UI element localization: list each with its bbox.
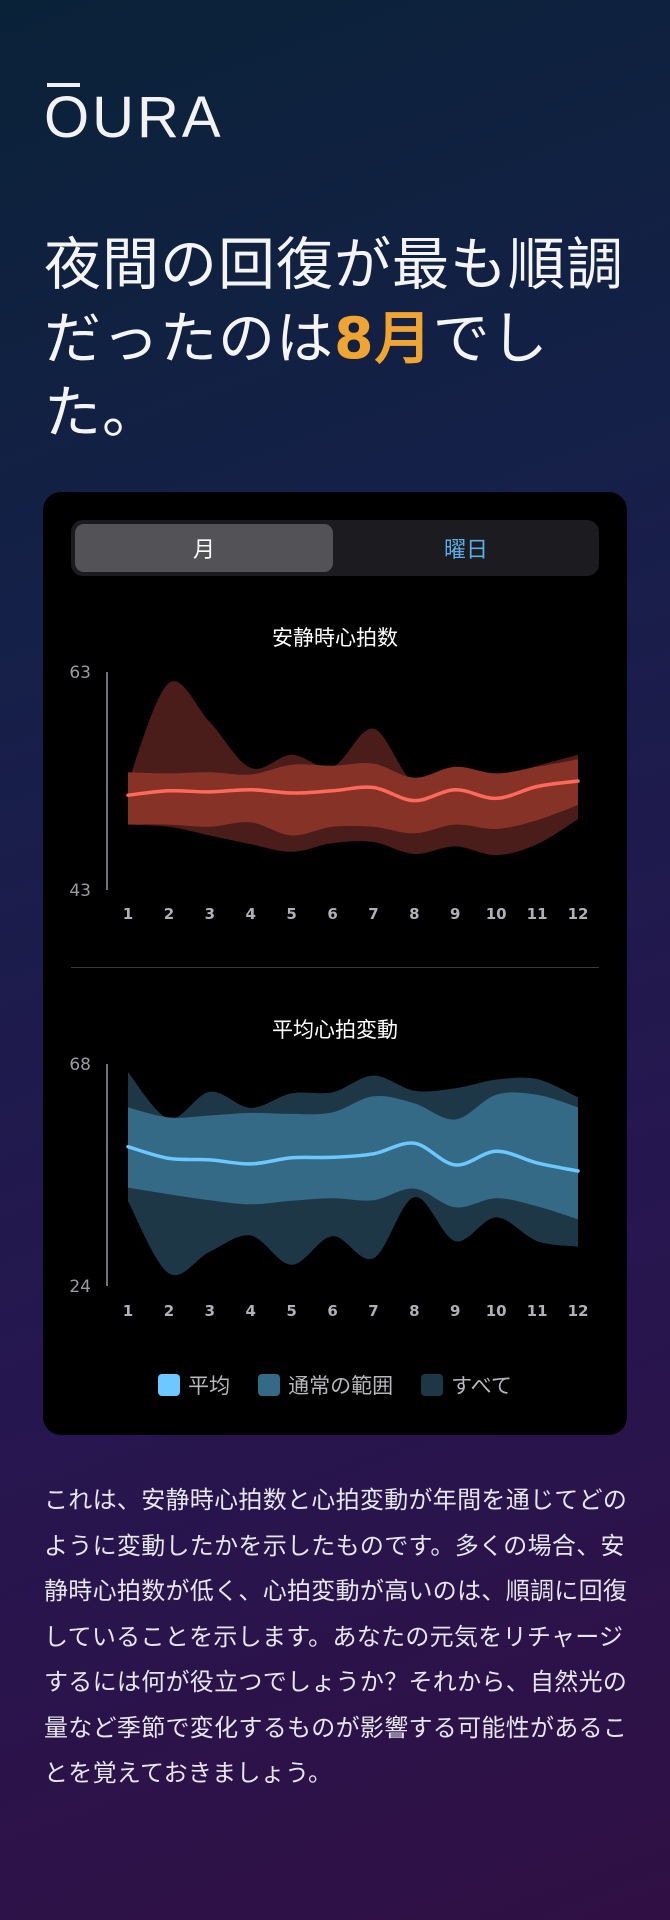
legend-swatch-normal-range [258,1374,281,1396]
tab-weekday[interactable]: 曜日 [443,538,488,563]
x-tick-label: 10 [486,905,507,922]
x-tick-label: 3 [205,1302,215,1320]
logo-macron [47,83,80,87]
legend-swatch-average [158,1374,181,1396]
headline: 夜間の回復が最も順調だったのは8月でした。 [44,228,644,450]
tab-month[interactable]: 月 [75,524,333,572]
legend-item-all: すべて [421,1370,512,1400]
x-tick-label: 1 [123,905,133,922]
x-tick-label: 2 [164,905,174,922]
headline-suffix: でした。 [44,306,549,446]
x-tick-label: 12 [568,1302,589,1320]
description-text: これは、安静時心拍数と心拍変動が年間を通じてどのように変動したかを示したものです… [44,1486,628,1787]
resting-hr-title: 安静時心拍数 [272,626,398,650]
x-tick-label: 10 [486,1302,507,1320]
x-tick-label: 11 [527,1302,548,1320]
y-tick-max: 63 [69,663,91,683]
x-tick-label: 9 [450,1302,460,1320]
x-tick-label: 8 [409,1302,419,1320]
x-tick-label: 6 [327,905,337,922]
x-tick-label: 5 [286,1302,296,1320]
legend-item-average: 平均 [158,1370,230,1400]
average-line [126,779,580,803]
x-tick-label: 7 [368,905,378,922]
legend-swatch-all [421,1374,444,1396]
x-tick-label: 7 [368,1302,378,1320]
oura-logo: OURA [44,85,224,150]
period-toggle: 月 曜日 [71,520,599,576]
x-tick-label: 9 [450,905,460,922]
x-tick-label: 4 [246,905,256,922]
y-tick-min: 24 [69,1277,91,1297]
x-tick-label: 5 [286,905,296,922]
chart-divider [71,967,599,968]
x-tick-label: 3 [205,905,215,922]
legend-item-normal-range: 通常の範囲 [258,1370,393,1400]
headline-prefix: 夜間の回復が最も順調だったのは [44,232,624,372]
x-tick-label: 2 [164,1302,174,1320]
headline-highlight: 8月 [334,306,433,372]
chart-legend: 平均 通常の範囲 すべて [43,1368,627,1402]
y-tick-max: 68 [69,1055,91,1075]
x-tick-label: 6 [327,1302,337,1320]
x-tick-label: 11 [527,905,548,922]
chart-card: 月 曜日 安静時心拍数 63 43 1 2 3 4 5 6 7 8 9 10 11 12 平均心拍変動 6… [43,492,627,1435]
y-tick-min: 43 [69,881,91,901]
average-line [126,1141,580,1173]
legend-label-normal-range: 通常の範囲 [288,1374,394,1398]
legend-label-average: 平均 [188,1374,231,1398]
band-normal-range [128,759,578,836]
x-tick-label: 12 [568,905,589,922]
legend-label-all: すべて [451,1374,512,1398]
x-tick-label: 8 [409,905,419,922]
hrv-title: 平均心拍変動 [272,1018,398,1042]
x-tick-label: 1 [123,1302,133,1320]
x-tick-label: 4 [246,1302,256,1320]
